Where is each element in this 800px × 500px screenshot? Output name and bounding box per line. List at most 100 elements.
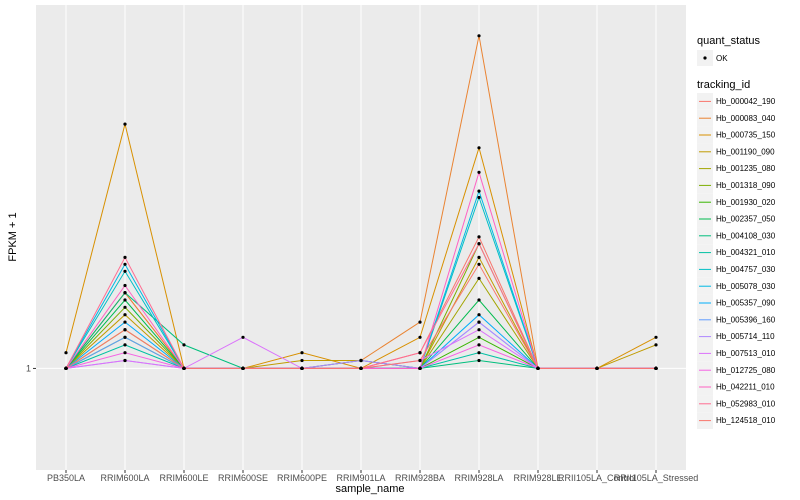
data-point [477,351,481,355]
data-point [123,255,127,259]
y-axis-ticks: 1 [26,363,36,373]
data-point [477,189,481,193]
legend-item-label: OK [716,54,728,63]
legend-item-label: Hb_124518_010 [716,416,776,425]
data-point [123,122,127,126]
data-point [477,335,481,339]
data-point [477,255,481,259]
x-tick-label: RRII105LA_Control [558,473,636,483]
x-tick-label: PB350LA [47,473,85,483]
x-tick-label: RRIM600LE [159,473,208,483]
data-point [477,235,481,239]
data-point [359,358,363,363]
x-tick-label: RRIM928LE [513,473,562,483]
data-point [300,351,304,355]
data-point [477,343,481,347]
data-point [477,34,481,38]
x-tick-label: RRIM600SE [218,473,268,483]
legend-item-label: Hb_001190_090 [716,147,775,156]
data-point [123,313,127,317]
data-point [418,351,422,355]
data-point [418,320,422,324]
legend-item-label: Hb_042211_010 [716,383,775,392]
x-tick-label: RRIM600LA [100,473,149,483]
legend-item-label: Hb_052983_010 [716,399,776,408]
data-point [123,298,127,302]
legend-point-key [703,56,707,60]
legend: quant_status OK tracking_id Hb_000042_19… [697,35,776,429]
data-point [418,358,422,363]
data-point [123,283,127,288]
x-tick-label: RRIM928LA [454,473,503,483]
x-tick-label: RRIM600PE [277,473,327,483]
data-point [477,146,481,150]
data-point [477,276,481,280]
legend-item-label: Hb_000042_190 [716,97,776,106]
data-point [123,291,127,295]
data-point [123,320,127,324]
data-point [182,366,186,370]
data-point [300,358,304,363]
data-point [654,335,658,339]
legend-item-label: Hb_001930_020 [716,198,776,207]
data-point [477,262,481,266]
data-point [477,170,481,174]
x-tick-label: RRIM928BA [395,473,445,483]
x-tick-label: RRIM901LA [336,473,385,483]
legend-tracking-items: Hb_000042_190 Hb_000083_040 Hb_000735_150 H… [697,93,776,429]
data-point [241,335,245,339]
legend-item-label: Hb_004108_030 [716,231,776,240]
legend-item-label: Hb_004321_010 [716,248,776,257]
data-point [123,351,127,355]
legend-item-label: Hb_001318_090 [716,181,776,190]
legend-item-label: Hb_012725_080 [716,366,776,375]
data-point [182,343,186,347]
data-point [123,328,127,332]
data-point [536,366,540,370]
x-axis-ticks: PB350LA RRIM600LA RRIM600LE RRIM600SE RRIM60… [47,470,698,483]
y-tick-label: 1 [26,363,31,373]
x-axis-title: sample_name [335,483,404,495]
data-point [418,335,422,339]
legend-item-label: Hb_007513_010 [716,349,776,358]
data-point [64,366,68,370]
data-points [64,34,658,370]
data-point [123,343,127,347]
legend-item-label: Hb_000083_040 [716,114,776,123]
data-point [477,320,481,324]
data-point [477,358,481,363]
data-point [477,195,481,200]
data-point [418,366,422,370]
data-point [477,328,481,332]
y-axis-title: FPKM + 1 [7,212,19,261]
data-point [477,298,481,302]
grid-lines [36,5,686,470]
legend-item-label: Hb_002357_050 [716,215,776,224]
legend-item-label: Hb_005357_090 [716,299,776,308]
data-point [123,358,127,363]
data-point [64,351,68,355]
data-point [654,343,658,347]
legend-item-label: Hb_000735_150 [716,131,776,140]
data-point [477,313,481,317]
data-point [477,242,481,246]
legend-item-label: Hb_005078_030 [716,282,776,291]
data-point [123,269,127,273]
legend-item-label: Hb_004757_030 [716,265,776,274]
legend-quant-title: quant_status [697,35,760,47]
data-point [359,366,363,370]
legend-item-label: Hb_005714_110 [716,332,775,341]
legend-item-label: Hb_001235_080 [716,164,776,173]
legend-quant-items: OK [697,50,728,66]
data-point [300,366,304,370]
data-point [654,366,658,370]
x-tick-label: RRII105LA_Stressed [614,473,699,483]
data-point [595,366,599,370]
data-point [241,366,245,370]
data-point [123,262,127,266]
data-point [123,305,127,309]
legend-item-label: Hb_005396_160 [716,315,776,324]
legend-tracking-title: tracking_id [697,79,750,91]
data-point [123,335,127,339]
